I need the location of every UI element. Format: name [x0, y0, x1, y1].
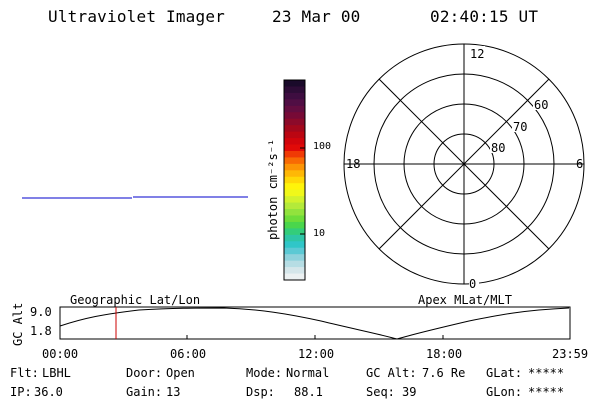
date-label: 23 Mar 00 [272, 7, 361, 26]
polar-label-right: 6 [576, 157, 583, 171]
status-ip-value: 36.0 [34, 385, 63, 399]
timeline-frame [59, 306, 571, 340]
colorbar-stripe [284, 138, 305, 146]
status-dsp-label: Dsp: [246, 385, 275, 399]
polar-diagonal-2 [378, 78, 550, 250]
colorbar-stripe [284, 267, 305, 275]
status-mode-label: Mode: [246, 366, 283, 380]
polar-lat-bg-70 [512, 118, 530, 132]
colorbar-unit-label: photon cm⁻²s⁻¹ [266, 138, 280, 240]
timeline-altitude-curve [59, 307, 570, 340]
colorbar-label-10: 10 [313, 228, 326, 239]
colorbar-stripe [284, 209, 305, 216]
status-glat-value: ***** [528, 366, 565, 380]
status-seq-value: 39 [402, 385, 417, 399]
timeline-x-tick-label-0600: 06:00 [170, 347, 207, 361]
timeline-x-tick-label-1200: 12:00 [298, 347, 335, 361]
polar-label-bg-bottom [469, 276, 479, 290]
polar-label-top: 12 [470, 47, 484, 61]
status-door-label: Door: [126, 366, 163, 380]
colorbar-stripe [284, 157, 305, 165]
colorbar-stripe [284, 234, 305, 242]
colorbar-label-100: 100 [313, 141, 332, 152]
status-glon-label: GLon: [486, 385, 523, 399]
status-glat-label: GLat: [486, 366, 523, 380]
colorbar-stripe [284, 273, 305, 281]
status-mode-value: Normal [286, 366, 330, 380]
colorbar-stripe [284, 170, 305, 178]
colorbar-stripe [284, 202, 305, 210]
timeline-x-tick-label-1800: 18:00 [426, 347, 463, 361]
colorbar-stripe [284, 118, 305, 126]
status-seq-label: Seq: [366, 385, 395, 399]
status-gcalt-label: GC Alt: [366, 366, 417, 380]
colorbar-stripe [284, 80, 305, 87]
colorbar-stripe [284, 176, 305, 184]
colorbar-stripe [284, 221, 305, 229]
polar-label-left: 18 [346, 157, 360, 171]
colorbar-stripe [284, 183, 305, 191]
colorbar-stripe [284, 254, 305, 262]
colorbar-stripe [284, 260, 305, 268]
polar-lat-bg-80 [490, 139, 508, 153]
polar-label-bg-top [469, 46, 485, 60]
colorbar-stripe [284, 105, 305, 113]
status-door-value: Open [166, 366, 195, 380]
timeline-plot [59, 306, 571, 340]
colorbar-stripe [284, 241, 305, 249]
colorbar-stripe [284, 228, 305, 236]
colorbar-frame [283, 79, 306, 281]
polar-plot: 12 0 18 6 60 70 80 [343, 43, 585, 291]
polar-lat-label-80: 80 [491, 141, 505, 155]
colorbar [283, 79, 306, 281]
polar-lat-label-70: 70 [513, 120, 527, 134]
colorbar-stripe [284, 247, 305, 255]
status-gain-label: Gain: [126, 385, 163, 399]
timeline-y-tick-bottom: 1.8 [30, 324, 52, 338]
status-gcalt-value: 7.6 Re [422, 366, 466, 380]
image-panel [22, 196, 248, 199]
timeline-y-tick-top: 9.0 [30, 305, 52, 319]
status-ip-label: IP: [10, 385, 32, 399]
colorbar-stripes [284, 80, 305, 281]
colorbar-stripe [284, 86, 305, 94]
status-flt-value: LBHL [42, 366, 71, 380]
polar-lat-label-60: 60 [534, 98, 548, 112]
polar-label-bottom: 0 [469, 277, 476, 291]
colorbar-stripe [284, 99, 305, 107]
colorbar-stripe [284, 92, 305, 100]
colorbar-stripe [284, 163, 305, 171]
colorbar-stripe [284, 150, 305, 158]
status-gain-value: 13 [166, 385, 181, 399]
colorbar-stripe [284, 144, 305, 152]
time-label: 02:40:15 UT [430, 7, 539, 26]
colorbar-stripe [284, 215, 305, 223]
colorbar-stripe [284, 196, 305, 204]
colorbar-stripe [284, 189, 305, 197]
timeline-right-title: Apex MLat/MLT [418, 293, 512, 307]
colorbar-stripe [284, 125, 305, 133]
timeline-x-tick-label-2359: 23:59 [552, 347, 589, 361]
colorbar-stripe [284, 112, 305, 120]
status-flt-label: Flt: [10, 366, 39, 380]
polar-lat-bg-60 [533, 96, 551, 110]
timeline-x-tick-label-0000: 00:00 [42, 347, 79, 361]
timeline-y-label: GC Alt [11, 302, 25, 346]
timeline-left-title: Geographic Lat/Lon [70, 293, 201, 307]
colorbar-stripe [284, 131, 305, 139]
instrument-title: Ultraviolet Imager [48, 7, 225, 26]
status-glon-value: ***** [528, 385, 565, 399]
status-dsp-value: 88.1 [294, 385, 323, 399]
